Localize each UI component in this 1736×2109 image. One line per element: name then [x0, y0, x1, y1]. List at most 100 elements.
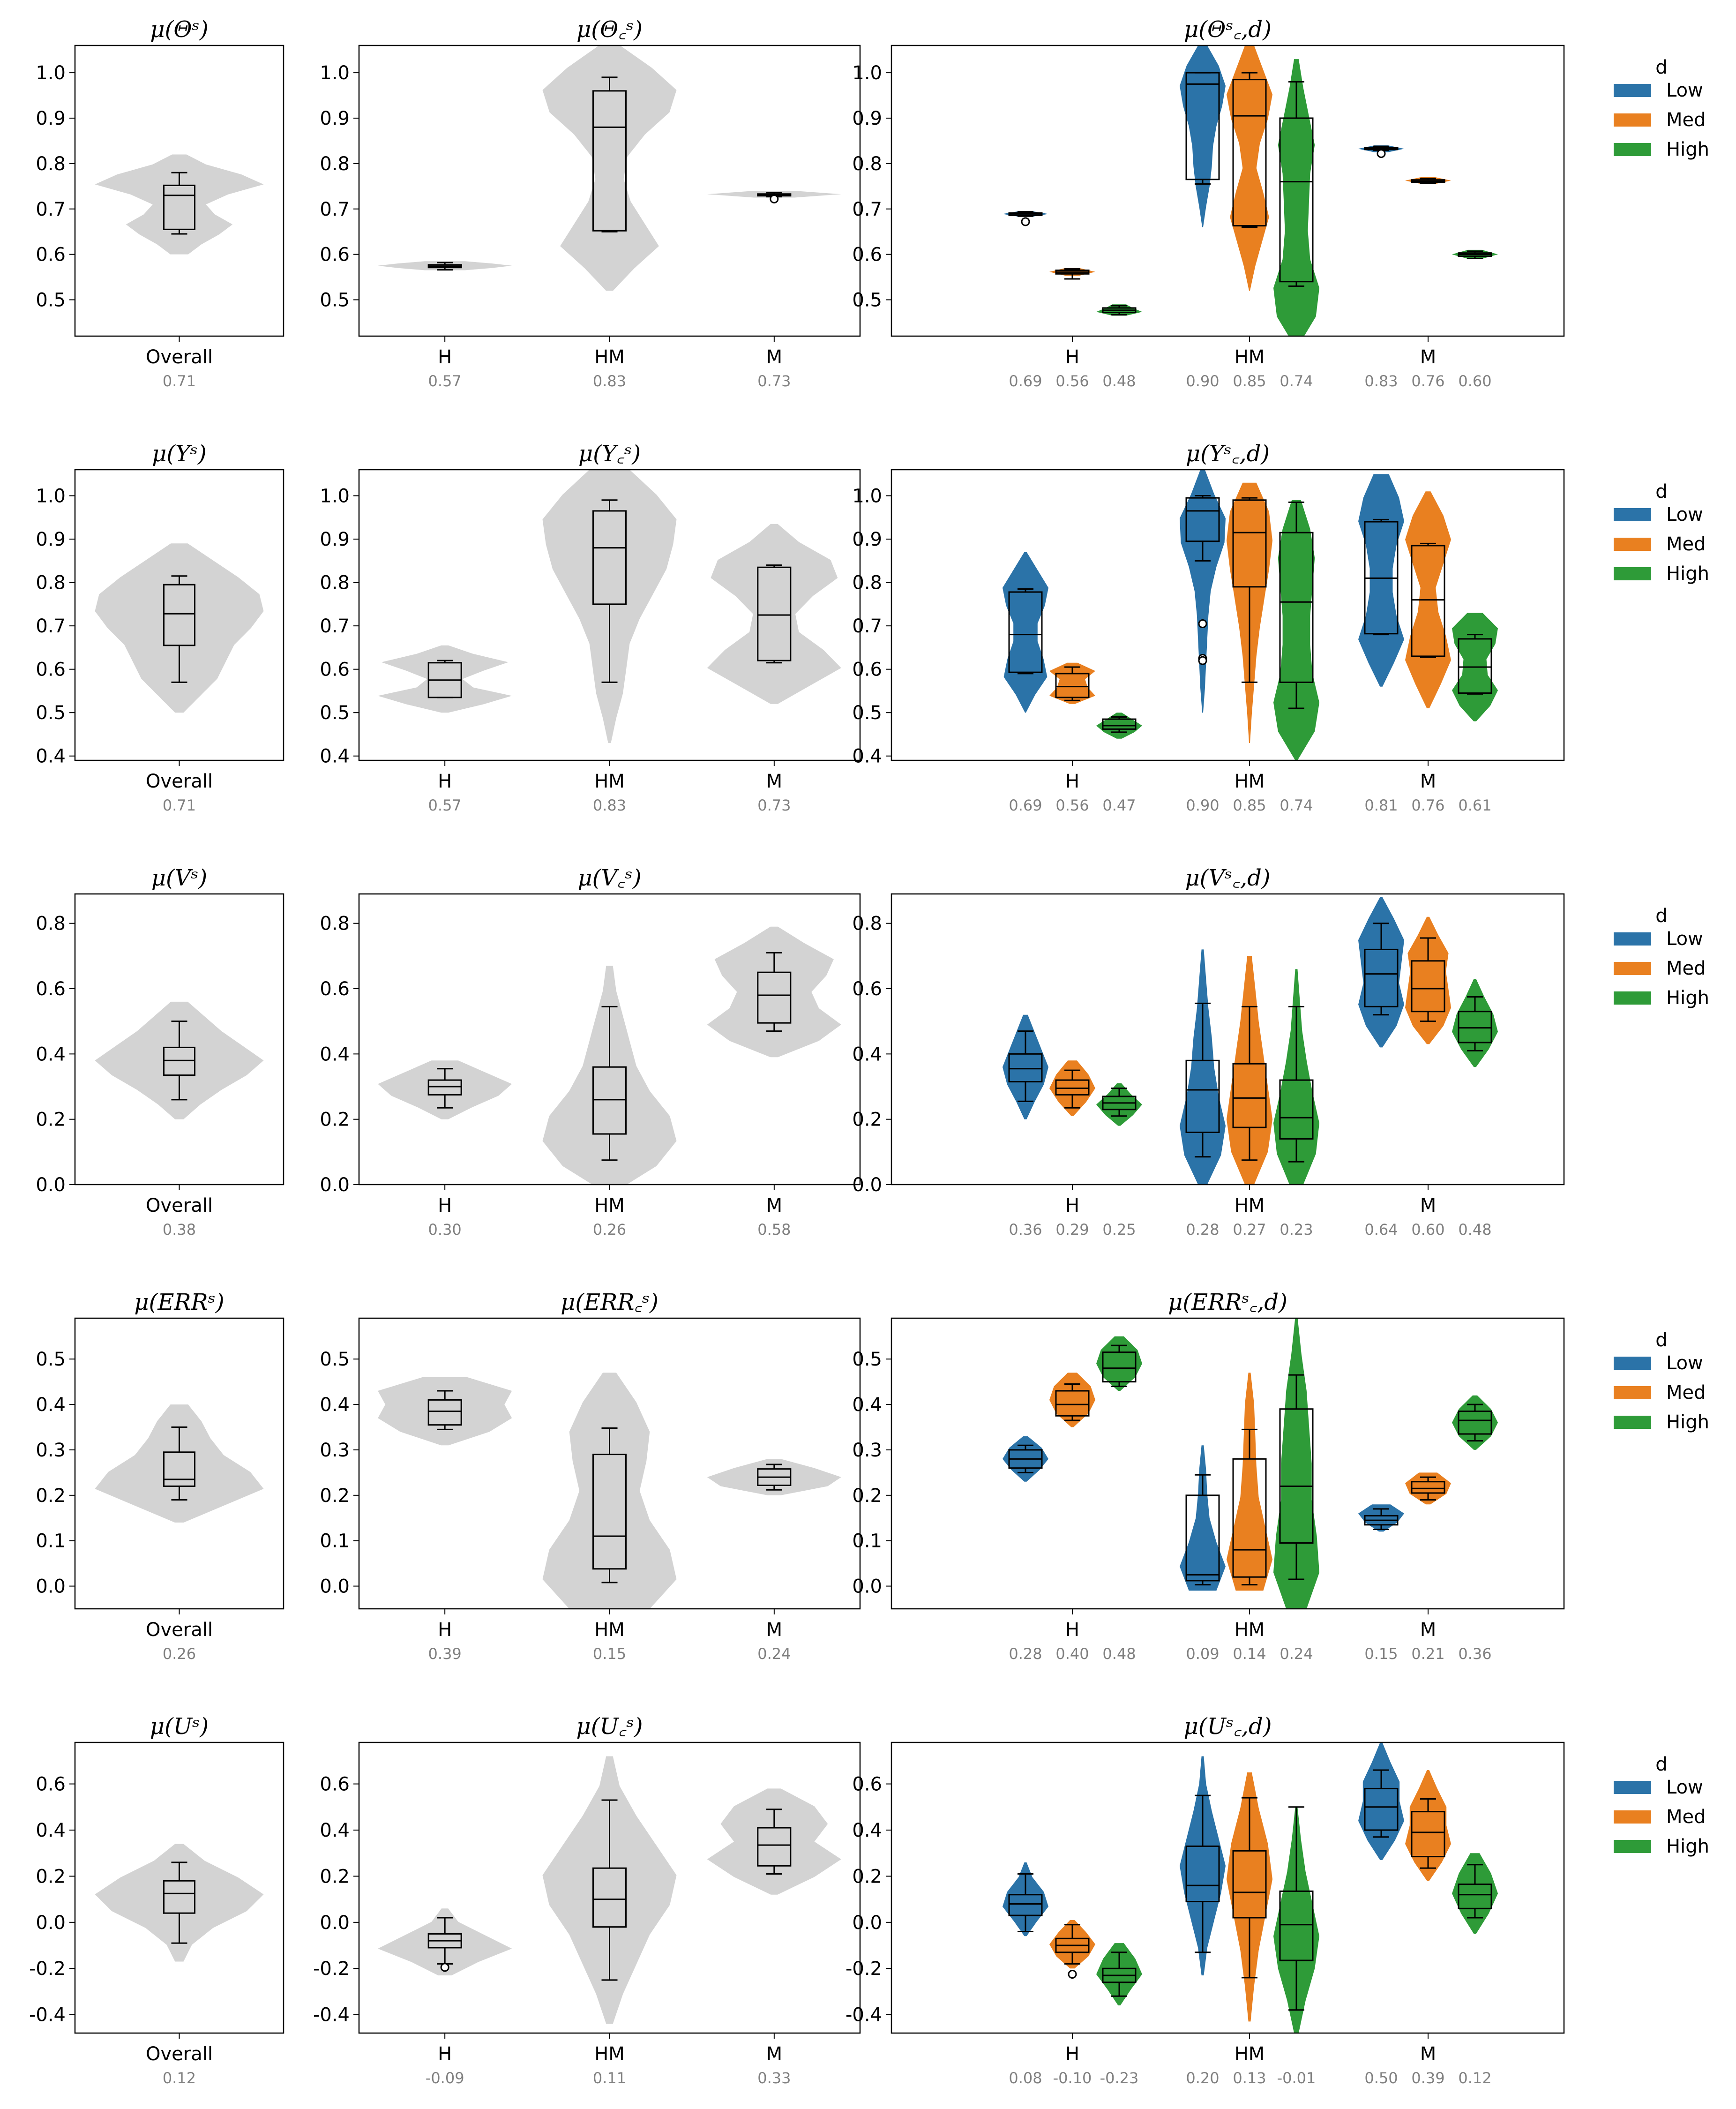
- y-tick-label: 0.8: [852, 572, 882, 594]
- cd-HM-Med-box: [1232, 1850, 1267, 1919]
- legend-title: d: [1655, 1754, 1667, 1775]
- mean-label: 0.61: [1458, 796, 1491, 814]
- cd-H-Low-box: [1008, 1053, 1043, 1083]
- cd-M-Low-box: [1364, 1787, 1399, 1831]
- y-tick-label: 0.9: [36, 108, 66, 129]
- y-tick-label: 0.7: [852, 199, 882, 220]
- y-tick-label: 0.0: [852, 1174, 882, 1196]
- mean-label: 0.30: [428, 1221, 462, 1238]
- row-2-panel-by-c: 0.0 0.2 0.4 0.6 0.8 μ(V꜀ˢ) H 0.30 HM 0.26 M 0.58: [320, 865, 861, 1238]
- legend-swatch-low: [1614, 1781, 1651, 1794]
- legend-title: d: [1655, 57, 1667, 78]
- cd-H-High-violin: [1096, 1083, 1142, 1126]
- mean-label: 0.73: [757, 372, 791, 390]
- y-tick-label: -0.4: [29, 2004, 66, 2026]
- y-tick-label: 0.0: [36, 1174, 66, 1196]
- y-tick-label: 0.4: [320, 1394, 350, 1416]
- mean-label: -0.23: [1100, 2069, 1139, 2087]
- y-tick-label: 0.9: [36, 529, 66, 550]
- x-tick-label: M: [1420, 771, 1437, 792]
- cd-H-Med-box: [1055, 1079, 1090, 1096]
- axes-frame: [358, 1741, 861, 2034]
- cd-HM-Med-box: [1232, 499, 1267, 588]
- legend-entry-low: Low: [1666, 504, 1703, 525]
- y-tick-label: 1.0: [852, 486, 882, 507]
- cd-HM-Med-violin: [1227, 45, 1272, 291]
- panel-title: μ(Θ꜀ˢ): [576, 16, 643, 43]
- cd-M-Low-box: [1364, 948, 1399, 1007]
- mean-label: 0.08: [1009, 2069, 1042, 2087]
- x-tick-label: M: [766, 2043, 783, 2065]
- y-tick-label: 0.5: [852, 702, 882, 724]
- mean-label: 0.90: [1186, 372, 1219, 390]
- legend-entry-high: High: [1666, 987, 1709, 1009]
- y-tick-label: 0.2: [320, 1866, 350, 1887]
- panel-title: μ(ERR꜀ˢ): [561, 1289, 658, 1315]
- mean-label: 0.60: [1411, 1221, 1444, 1238]
- mean-label: 0.21: [1411, 1645, 1444, 1663]
- mean-label: 0.36: [1458, 1645, 1491, 1663]
- row-4-panel-overall: -0.4 -0.2 0.0 0.2 0.4 0.6 μ(Uˢ) Overall 0.12: [29, 1713, 284, 2087]
- mean-label: 0.74: [1280, 796, 1313, 814]
- x-tick-label: M: [766, 1195, 783, 1216]
- y-tick-label: -0.2: [29, 1958, 66, 1980]
- panel-title: μ(V꜀ˢ): [577, 865, 641, 891]
- y-tick-label: 0.0: [852, 1912, 882, 1934]
- x-tick-label: M: [766, 771, 783, 792]
- cd-H-High-violin: [1096, 1336, 1142, 1391]
- cd-HM-Med-box: [1232, 1458, 1267, 1578]
- mean-label: 0.71: [163, 372, 196, 390]
- mean-label: 0.50: [1364, 2069, 1398, 2087]
- y-tick-label: 0.2: [320, 1109, 350, 1131]
- y-tick-label: 0.3: [852, 1440, 882, 1461]
- y-tick-label: 0.8: [852, 913, 882, 935]
- mean-label: 0.38: [163, 1221, 196, 1238]
- c-HM-box: [592, 1867, 627, 1928]
- legend-entry-high: High: [1666, 139, 1709, 160]
- cd-HM-Low-violin: [1180, 1445, 1226, 1591]
- y-tick-label: 0.8: [320, 153, 350, 175]
- x-tick-label: HM: [594, 346, 625, 368]
- cd-H-Med-flier-0: [1068, 1970, 1077, 1979]
- plot-area: [378, 470, 841, 743]
- legend-swatch-low: [1614, 932, 1651, 946]
- y-tick-label: 0.6: [36, 244, 66, 266]
- legend-entry-med: Med: [1666, 958, 1706, 979]
- legend-swatch-low: [1614, 508, 1651, 521]
- cd-M-Med-violin: [1405, 916, 1451, 1044]
- y-tick-label: 0.0: [36, 1912, 66, 1934]
- overall-violin: [95, 154, 264, 255]
- mean-label: 0.81: [1364, 796, 1398, 814]
- y-tick-label: 0.1: [36, 1531, 66, 1552]
- panel-title: μ(ERRˢ): [134, 1289, 224, 1315]
- y-tick-label: 1.0: [320, 62, 350, 84]
- legend-entry-high: High: [1666, 563, 1709, 585]
- x-tick-label: Overall: [146, 2043, 213, 2065]
- plot-area: [1003, 1742, 1498, 2033]
- x-tick-label: H: [1065, 1619, 1079, 1641]
- c-M-violin: [707, 926, 841, 1058]
- c-HM-box: [592, 90, 627, 232]
- overall-box: [163, 1046, 195, 1076]
- mean-label: 0.23: [1280, 1221, 1313, 1238]
- y-tick-label: 0.5: [36, 1349, 66, 1370]
- y-tick-label: 0.0: [852, 1576, 882, 1598]
- y-tick-label: 0.7: [320, 199, 350, 220]
- mean-label: 0.48: [1458, 1221, 1491, 1238]
- y-tick-label: 0.5: [852, 290, 882, 311]
- cd-M-Med-violin: [1405, 1770, 1451, 1881]
- axes-frame: [890, 45, 1565, 337]
- legend-swatch-med: [1614, 538, 1651, 551]
- axes-frame: [890, 1317, 1565, 1610]
- row-3-panel-overall: 0.0 0.1 0.2 0.3 0.4 0.5 μ(ERRˢ) Overall 0.26: [36, 1289, 284, 1663]
- mean-label: 0.76: [1411, 796, 1444, 814]
- cd-M-Med-box: [1411, 545, 1445, 657]
- cd-H-Med-box: [1055, 673, 1090, 698]
- axes-frame: [890, 893, 1565, 1186]
- y-tick-label: 0.4: [320, 1043, 350, 1065]
- row-2-panel-overall: 0.0 0.2 0.4 0.6 0.8 μ(Vˢ) Overall 0.38: [36, 865, 284, 1238]
